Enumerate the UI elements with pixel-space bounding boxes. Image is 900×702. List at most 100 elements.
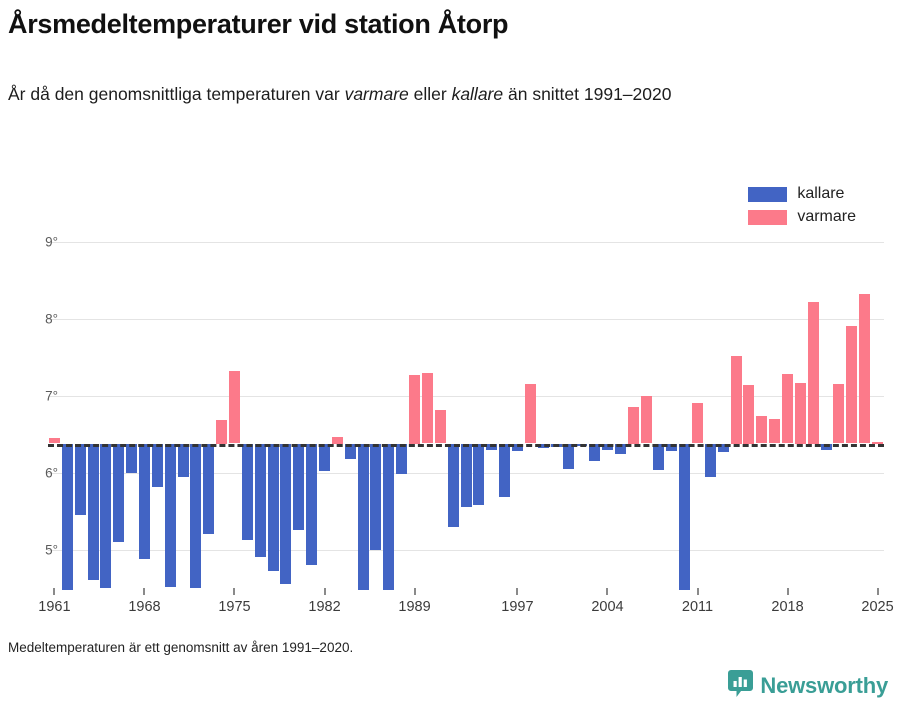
bar-2004[interactable] — [601, 443, 613, 450]
bar-2021[interactable] — [820, 443, 832, 450]
bar-1998[interactable] — [524, 384, 536, 444]
x-axis-tick-mark — [413, 588, 416, 595]
bar-1996[interactable] — [499, 443, 511, 498]
bar-2014[interactable] — [730, 355, 742, 444]
x-axis-tick-label: 1982 — [308, 599, 341, 615]
bar-2022[interactable] — [833, 384, 845, 444]
x-axis-tick-mark — [606, 588, 609, 595]
bar-1992[interactable] — [447, 443, 459, 527]
bar-1969[interactable] — [151, 443, 163, 487]
bar-1972[interactable] — [190, 443, 202, 589]
chart-subtitle: År då den genomsnittliga temperaturen va… — [8, 80, 868, 108]
bar-2025[interactable] — [872, 441, 884, 444]
x-axis-tick-label: 2018 — [771, 599, 804, 615]
chart-legend: kallare varmare — [748, 186, 856, 225]
bar-2012[interactable] — [704, 443, 716, 477]
bar-2010[interactable] — [679, 443, 691, 590]
x-axis-tick-label: 1975 — [218, 599, 251, 615]
x-axis-tick-label: 1968 — [128, 599, 161, 615]
x-axis-tick-mark — [233, 588, 236, 595]
bar-1984[interactable] — [344, 443, 356, 459]
x-axis-tick-mark — [516, 588, 519, 595]
bar-2016[interactable] — [756, 415, 768, 444]
x-axis-tick-mark — [53, 588, 56, 595]
bar-2001[interactable] — [563, 443, 575, 469]
bar-1964[interactable] — [87, 443, 99, 581]
gridline — [48, 395, 884, 397]
bar-1979[interactable] — [280, 443, 292, 585]
bar-2006[interactable] — [627, 407, 639, 444]
reference-line-average — [48, 443, 884, 447]
bar-1986[interactable] — [370, 443, 382, 550]
x-axis-tick-label: 1989 — [398, 599, 431, 615]
legend-swatch-colder — [748, 186, 788, 202]
subtitle-emphasis-colder: kallare — [451, 84, 504, 104]
bar-1976[interactable] — [241, 443, 253, 541]
bar-1973[interactable] — [203, 443, 215, 535]
bar-2008[interactable] — [653, 443, 665, 471]
bar-1971[interactable] — [177, 443, 189, 477]
bar-1991[interactable] — [434, 409, 446, 444]
footer-note: Medeltemperaturen är ett genomsnitt av å… — [8, 640, 354, 655]
x-axis-tick-label: 1961 — [38, 599, 71, 615]
bar-2011[interactable] — [692, 402, 703, 444]
bar-1993[interactable] — [460, 443, 472, 508]
bar-2024[interactable] — [859, 294, 871, 444]
bar-2007[interactable] — [640, 395, 652, 444]
y-axis-tick-label: 6° — [45, 465, 58, 481]
x-axis-tick-mark — [876, 588, 879, 595]
bar-1975[interactable] — [228, 371, 240, 444]
bar-1989[interactable] — [409, 375, 421, 444]
bar-1968[interactable] — [138, 443, 150, 559]
bar-1967[interactable] — [126, 443, 138, 473]
bar-1961[interactable] — [48, 438, 60, 444]
bar-2009[interactable] — [666, 443, 678, 452]
x-axis-tick-mark — [786, 588, 789, 595]
bar-1966[interactable] — [113, 443, 125, 542]
bar-2017[interactable] — [769, 418, 781, 444]
bar-1963[interactable] — [74, 443, 86, 516]
y-axis-tick-label: 8° — [45, 311, 58, 327]
bar-1995[interactable] — [486, 443, 498, 450]
x-axis-tick-mark — [143, 588, 146, 595]
bar-1980[interactable] — [293, 443, 305, 531]
bar-2013[interactable] — [717, 443, 729, 452]
bar-1974[interactable] — [216, 420, 228, 444]
bar-1985[interactable] — [357, 443, 369, 590]
bar-2005[interactable] — [614, 443, 626, 454]
bar-1978[interactable] — [267, 443, 279, 572]
bar-1988[interactable] — [396, 443, 408, 475]
brand-logo[interactable]: Newsworthy — [728, 670, 888, 702]
bar-2003[interactable] — [589, 443, 601, 462]
bar-chart-badge-icon — [728, 670, 754, 702]
x-axis-tick-label: 2025 — [861, 599, 894, 615]
bar-1982[interactable] — [319, 443, 331, 472]
legend-label-colder: kallare — [797, 185, 845, 202]
bar-2015[interactable] — [743, 385, 755, 444]
legend-label-warmer: varmare — [797, 208, 856, 225]
legend-item-colder[interactable]: kallare — [748, 186, 856, 202]
bar-1990[interactable] — [421, 373, 433, 444]
bar-2020[interactable] — [807, 301, 819, 444]
bar-1994[interactable] — [473, 443, 485, 506]
bar-1997[interactable] — [511, 443, 523, 452]
bar-1983[interactable] — [331, 436, 343, 444]
bar-1981[interactable] — [306, 443, 318, 566]
gridline — [48, 241, 884, 243]
bar-2019[interactable] — [794, 382, 806, 444]
y-axis-tick-label: 7° — [45, 388, 58, 404]
bar-1962[interactable] — [61, 443, 73, 590]
bar-1987[interactable] — [383, 443, 395, 590]
x-axis-tick-label: 2004 — [591, 599, 624, 615]
bar-2023[interactable] — [846, 325, 858, 444]
x-axis-tick-label: 1997 — [501, 599, 534, 615]
bar-2018[interactable] — [782, 374, 794, 444]
bar-1977[interactable] — [254, 443, 266, 558]
page-title: Årsmedeltemperaturer vid station Åtorp — [8, 9, 509, 39]
bar-1965[interactable] — [100, 443, 112, 589]
x-axis-tick-label: 2011 — [681, 599, 714, 615]
bar-1970[interactable] — [164, 443, 176, 587]
legend-item-warmer[interactable]: varmare — [748, 209, 856, 225]
subtitle-text-2: eller — [408, 84, 452, 104]
